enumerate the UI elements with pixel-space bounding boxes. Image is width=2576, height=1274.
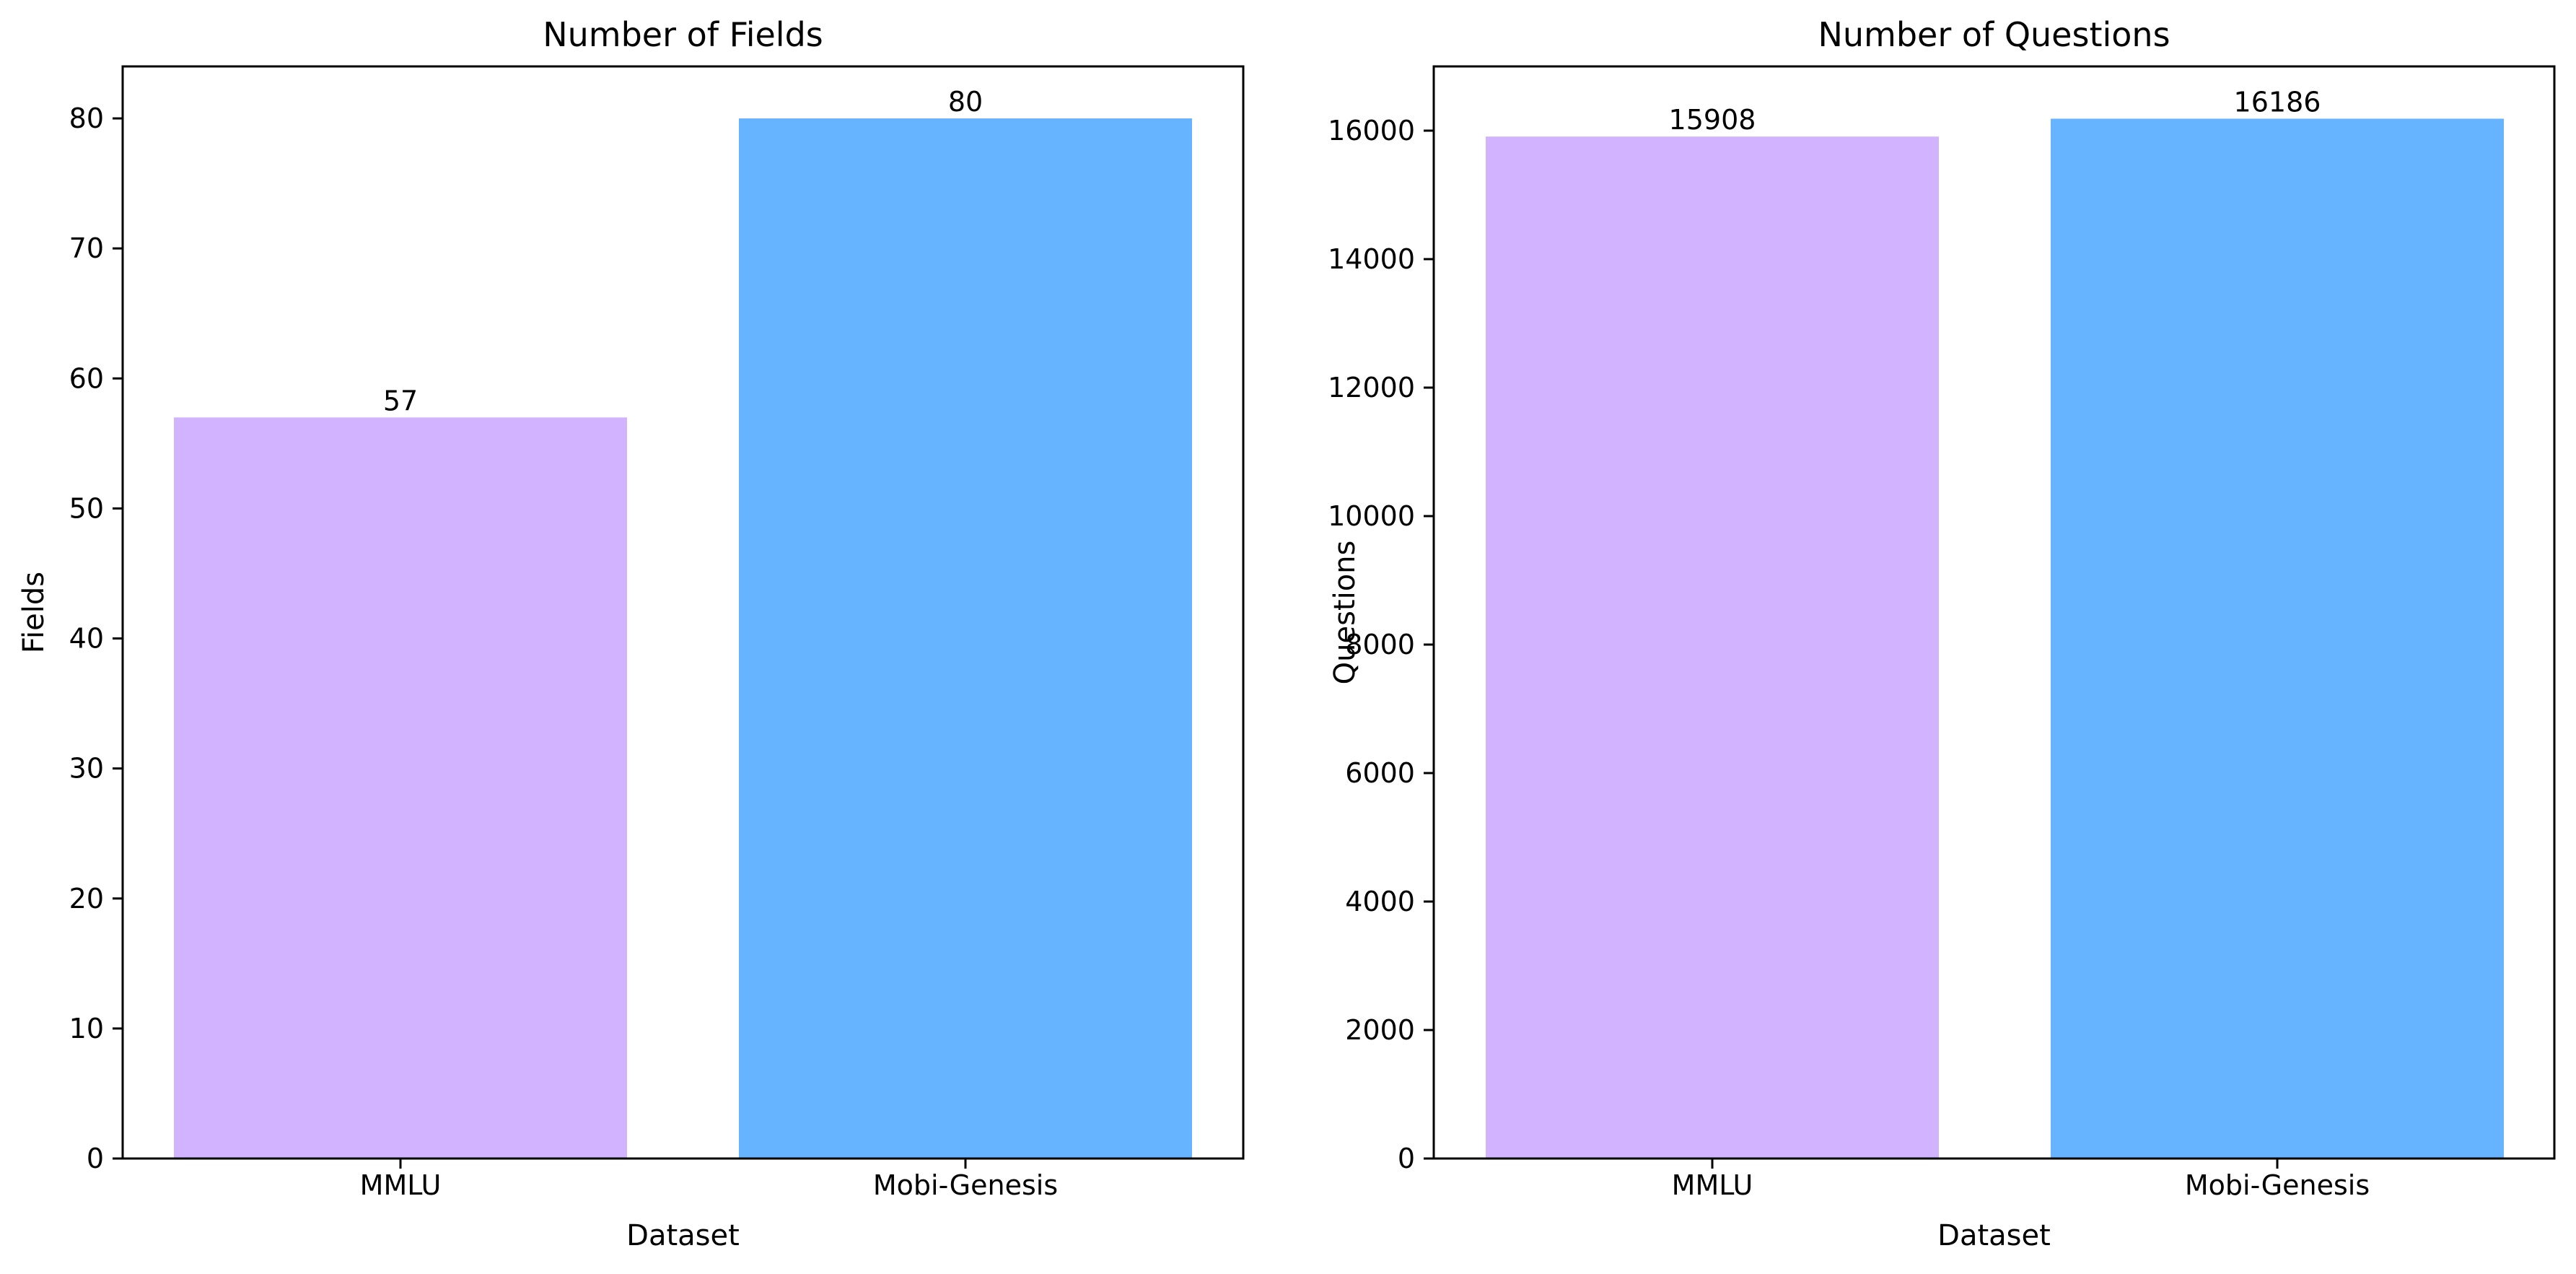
bar-mmlu — [1486, 136, 1939, 1159]
chart-title: Number of Questions — [1818, 15, 2170, 54]
y-tick-label: 16000 — [1328, 115, 1415, 147]
plot-frame — [121, 65, 1245, 1160]
x-axis-label: Dataset — [626, 1219, 740, 1252]
x-axis-label: Dataset — [1937, 1219, 2051, 1252]
data-label: 15908 — [1669, 104, 1756, 136]
y-tick-label: 40 — [69, 623, 104, 655]
y-tick-label: 14000 — [1328, 243, 1415, 275]
y-tick-label: 2000 — [1345, 1014, 1415, 1046]
bar-mobi-genesis — [739, 118, 1192, 1159]
y-tick-label: 20 — [69, 883, 104, 915]
y-tick-label: 4000 — [1345, 886, 1415, 917]
fields-chart: 0 10 20 30 40 50 60 70 80 MMLU Mobi-Genesis 57 80 Num… — [17, 15, 1245, 1252]
chart-title: Number of Fields — [543, 15, 823, 54]
bar-mobi-genesis — [2051, 118, 2504, 1159]
y-tick-label: 0 — [1398, 1143, 1415, 1174]
x-tick-label: Mobi-Genesis — [873, 1169, 1058, 1201]
y-tick-label: 80 — [69, 102, 104, 134]
y-tick-label: 8000 — [1345, 629, 1415, 660]
data-label: 16186 — [2234, 86, 2321, 118]
y-tick-label: 6000 — [1345, 757, 1415, 789]
y-tick-label: 0 — [87, 1143, 104, 1174]
y-tick-label: 60 — [69, 362, 104, 394]
y-tick-label: 50 — [69, 492, 104, 524]
y-axis-label: Fields — [17, 572, 51, 653]
y-axis-label: Questions — [1328, 541, 1362, 685]
bar-mmlu — [174, 417, 627, 1159]
y-tick-label: 10000 — [1328, 500, 1415, 532]
questions-chart: 0 2000 4000 6000 8000 10000 12000 14000 16000 MML… — [1328, 15, 2556, 1252]
y-tick-label: 70 — [69, 232, 104, 264]
y-tick-label: 10 — [69, 1013, 104, 1044]
y-tick-label: 30 — [69, 753, 104, 785]
plot-frame — [1432, 65, 2556, 1160]
x-tick-label: Mobi-Genesis — [2185, 1169, 2370, 1201]
data-label: 57 — [383, 385, 418, 416]
y-tick-label: 12000 — [1328, 372, 1415, 403]
data-label: 80 — [948, 86, 983, 118]
x-tick-label: MMLU — [360, 1169, 442, 1201]
x-tick-label: MMLU — [1672, 1169, 1753, 1201]
